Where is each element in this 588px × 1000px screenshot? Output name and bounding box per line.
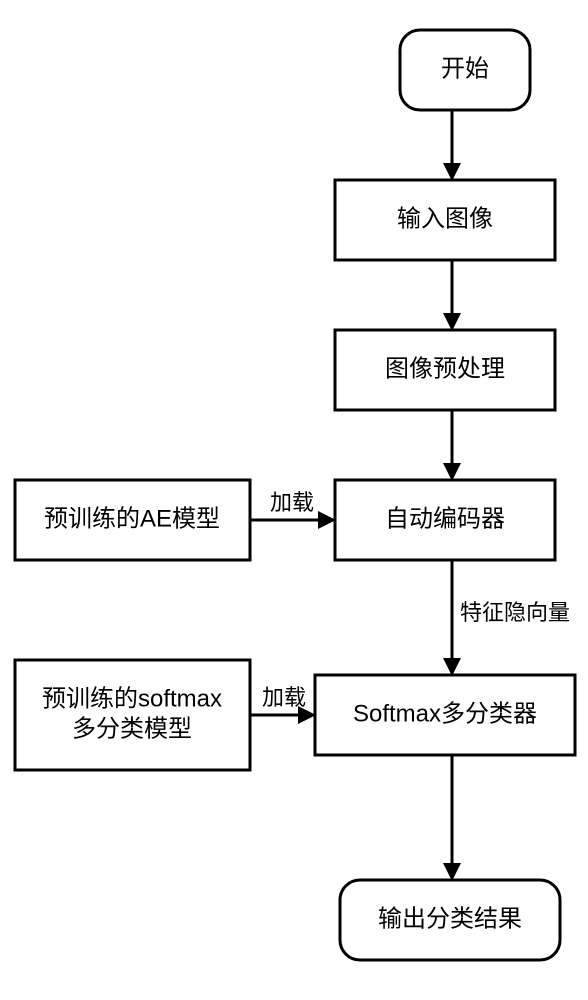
node-encoder-label: 自动编码器: [385, 505, 505, 532]
flowchart: 开始 输入图像 图像预处理 预训练的AE模型 自动编码器 预训练的softmax…: [0, 0, 588, 1000]
node-output-label: 输出分类结果: [378, 905, 522, 932]
node-sm-model-label1: 预训练的softmax: [42, 685, 222, 712]
edge-sm-classifier-label: 加载: [262, 685, 306, 710]
node-start-label: 开始: [441, 55, 489, 82]
node-ae-model-label: 预训练的AE模型: [44, 505, 220, 532]
node-input-label: 输入图像: [397, 205, 493, 232]
node-classifier-label: Softmax多分类器: [353, 700, 537, 727]
node-preprocess-label: 图像预处理: [385, 355, 505, 382]
edge-ae-encoder-label: 加载: [270, 490, 314, 515]
edge-encoder-classifier-label: 特征隐向量: [460, 600, 570, 625]
node-sm-model-label2: 多分类模型: [72, 715, 192, 742]
